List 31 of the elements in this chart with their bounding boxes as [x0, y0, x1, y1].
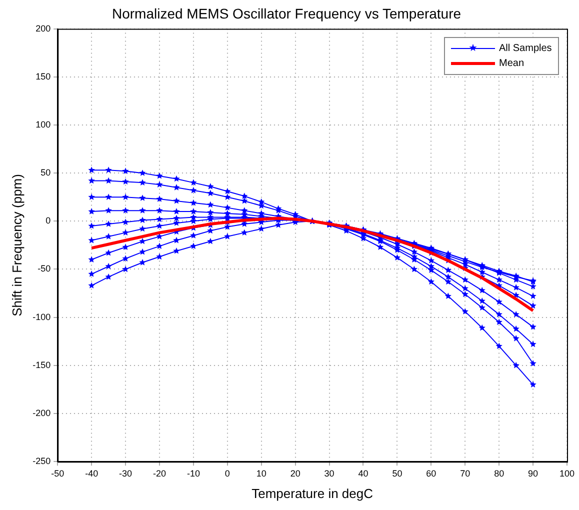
- y-tick-label: -200: [32, 408, 51, 418]
- x-tick-label: 100: [559, 468, 575, 478]
- legend-label: Mean: [499, 56, 524, 71]
- x-tick-label: -20: [152, 468, 166, 478]
- x-tick-label: 30: [324, 468, 334, 478]
- x-tick-label: -40: [85, 468, 98, 478]
- x-axis-title: Temperature in degC: [252, 486, 374, 501]
- x-tick-label: 20: [290, 468, 300, 478]
- x-tick-label: 70: [460, 468, 470, 478]
- chart-title: Normalized MEMS Oscillator Frequency vs Temperature: [112, 5, 462, 22]
- y-tick-label: -250: [32, 456, 51, 466]
- y-tick-label: -150: [32, 360, 51, 370]
- x-tick-label: 50: [392, 468, 402, 478]
- x-tick-label: 10: [256, 468, 266, 478]
- x-tick-label: 90: [528, 468, 538, 478]
- y-tick-label: 50: [40, 168, 51, 178]
- legend-label: All Samples: [499, 42, 552, 56]
- y-tick-label: 150: [36, 71, 51, 82]
- y-tick-label: -100: [32, 312, 51, 322]
- x-tick-label: -10: [186, 468, 200, 478]
- x-tick-label: 0: [224, 468, 230, 478]
- y-tick-label: 200: [36, 23, 51, 34]
- y-tick-label: -50: [38, 264, 51, 274]
- x-tick-label: -50: [51, 468, 64, 478]
- x-tick-label: 40: [358, 468, 368, 478]
- x-tick-label: -30: [119, 468, 132, 478]
- x-tick-label: 60: [426, 468, 436, 478]
- y-tick-label: 100: [36, 119, 51, 130]
- y-axis-title: Shift in Frequency (ppm): [9, 174, 24, 316]
- y-tick-label: 0: [46, 216, 51, 226]
- x-tick-label: 80: [494, 468, 504, 478]
